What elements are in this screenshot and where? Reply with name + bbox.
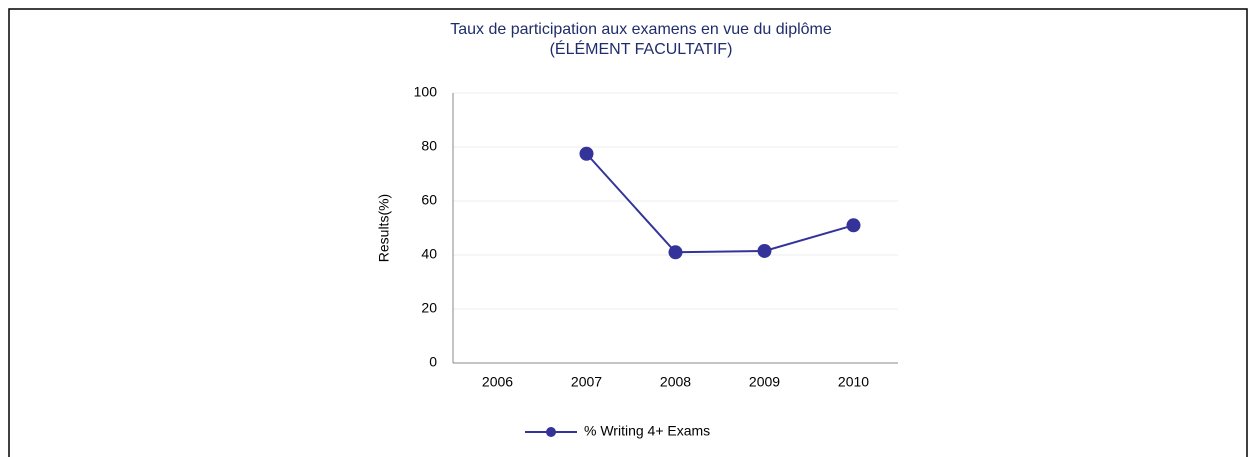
y-tick-label: 0 — [429, 354, 437, 370]
x-tick-label: 2006 — [482, 374, 513, 390]
data-point — [668, 245, 683, 260]
y-tick-label: 40 — [421, 246, 437, 262]
series-line — [585, 153, 854, 254]
x-tick-label: 2010 — [838, 374, 869, 390]
y-tick-label: 80 — [421, 138, 437, 154]
frame — [8, 8, 1248, 457]
y-tick-label: 60 — [421, 192, 437, 208]
x-tick-label: 2008 — [660, 374, 691, 390]
y-tick-label: 100 — [414, 84, 438, 100]
x-tick-label: 2009 — [749, 374, 780, 390]
data-point — [757, 243, 772, 258]
y-tick-label: 20 — [421, 300, 437, 316]
legend-marker — [546, 427, 556, 437]
x-tick-label: 2007 — [571, 374, 602, 390]
y-axis-label: Results(%) — [376, 194, 392, 262]
legend-label: % Writing 4+ Exams — [584, 423, 710, 439]
data-point — [846, 218, 861, 233]
chart-title: Taux de participation aux examens en vue… — [450, 21, 832, 38]
chart-subtitle: (ÉLÉMENT FACULTATIF) — [550, 39, 733, 58]
data-point — [579, 146, 594, 161]
